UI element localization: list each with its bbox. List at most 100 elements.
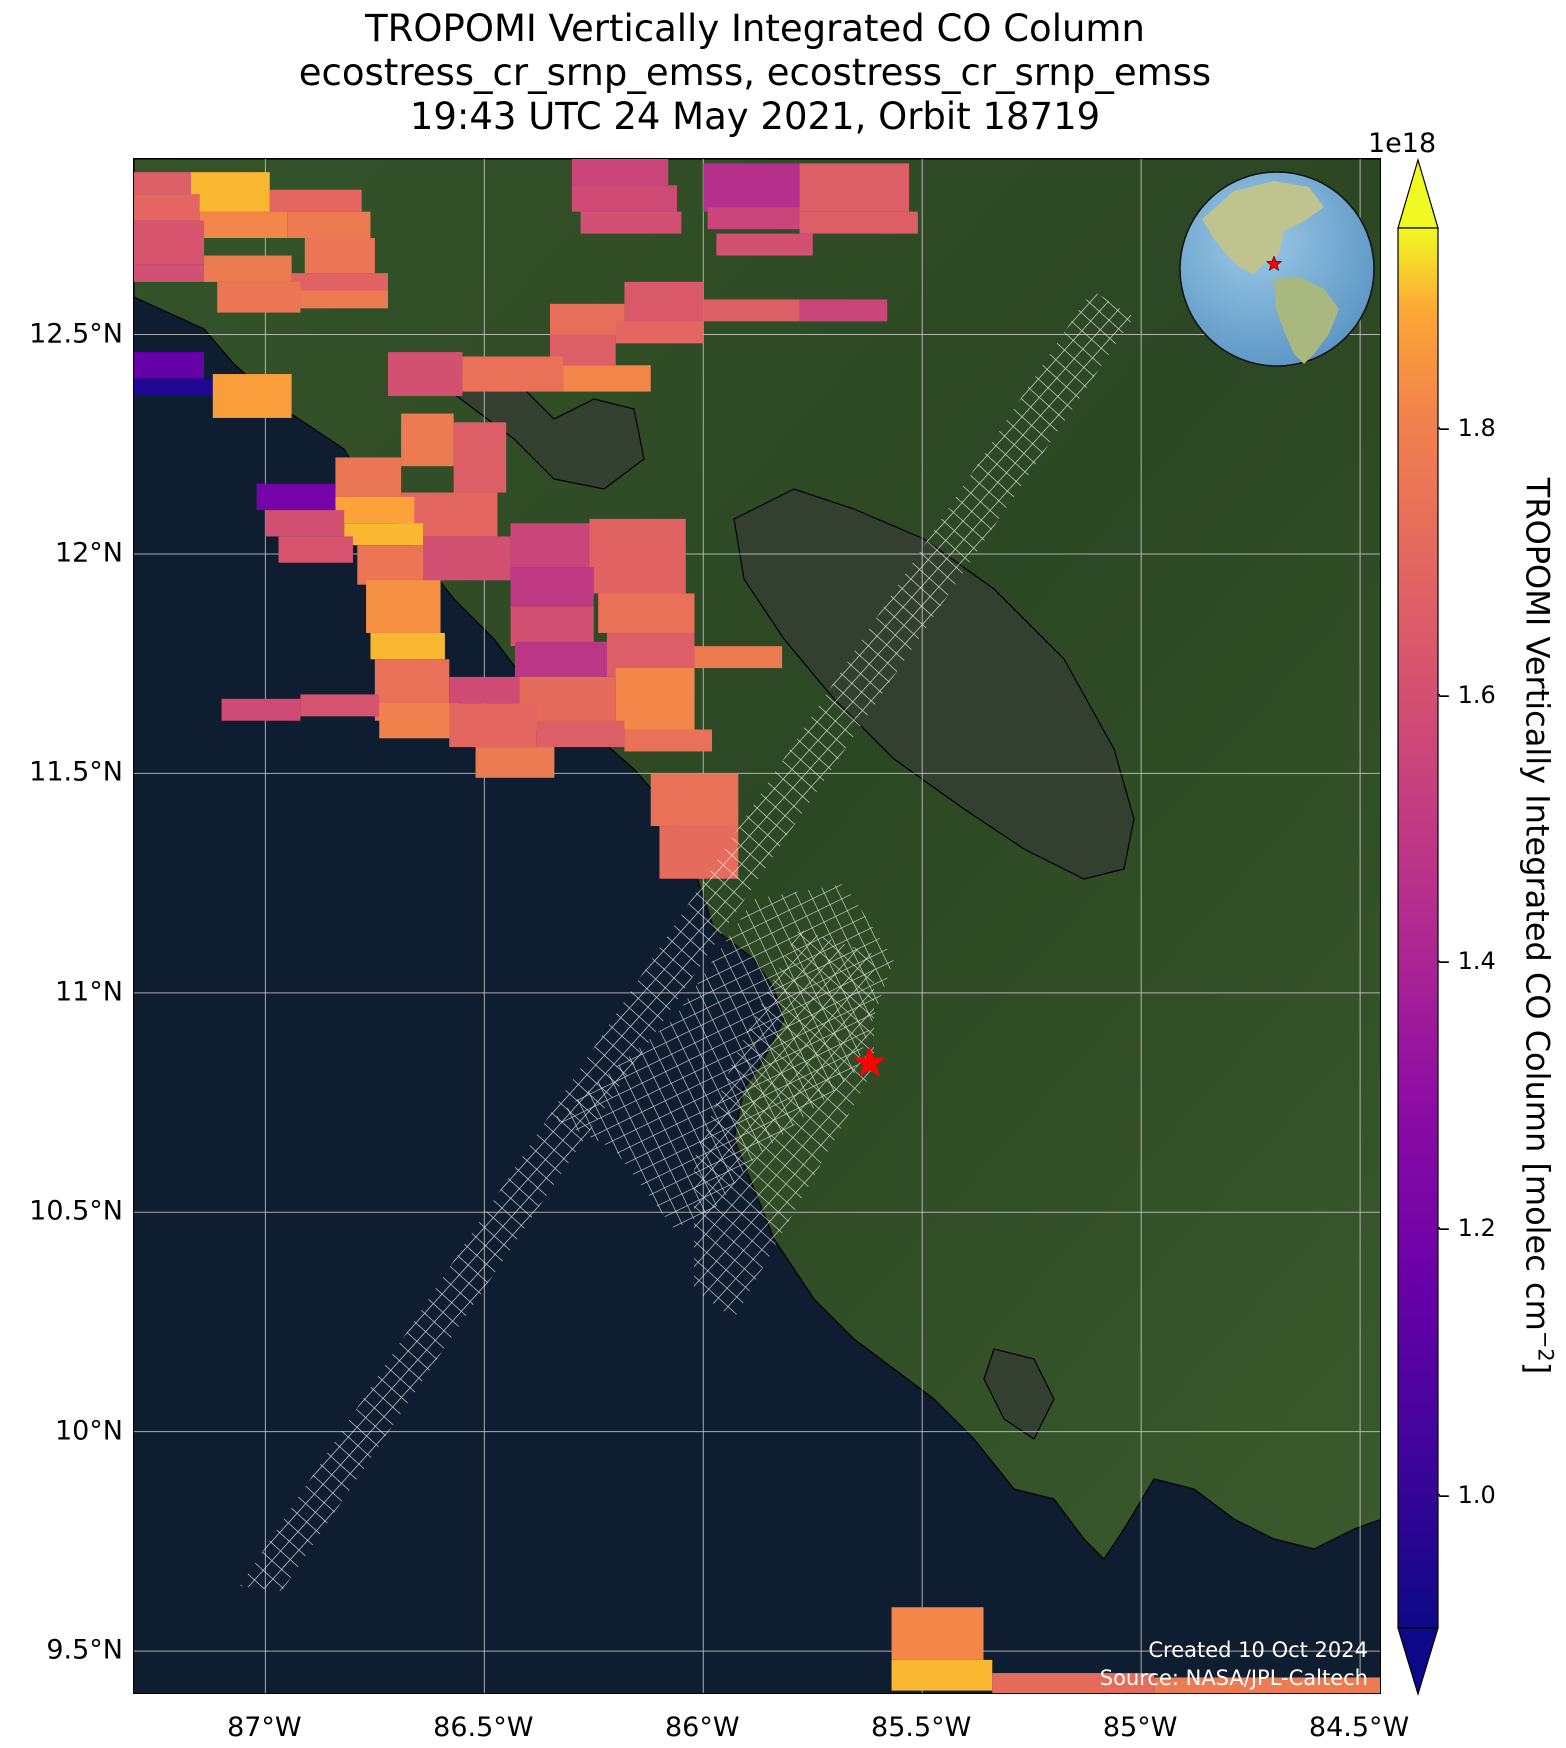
colorbar-scale-note: 1e18 xyxy=(1368,128,1437,159)
co-pixel xyxy=(134,194,200,221)
y-tick-label: 11°N xyxy=(54,976,123,1008)
co-pixel xyxy=(134,220,205,265)
co-pixel xyxy=(514,641,607,677)
x-tick-label: 86°W xyxy=(664,1712,740,1743)
co-pixel xyxy=(387,352,463,396)
target-star-icon xyxy=(853,1046,886,1077)
colorbar-tick-label: – 1.0 xyxy=(1438,1480,1496,1509)
co-pixel xyxy=(134,264,213,282)
co-pixel xyxy=(799,299,888,322)
co-pixel xyxy=(217,281,301,313)
co-pixel xyxy=(300,694,380,717)
y-tick-label: 11.5°N xyxy=(29,756,123,788)
co-pixel xyxy=(278,536,353,563)
co-pixel xyxy=(716,233,813,256)
credit-created: Created 10 Oct 2024 xyxy=(1148,1638,1368,1662)
gulf-nicoya xyxy=(983,1348,1055,1440)
co-pixel xyxy=(615,321,704,344)
co-pixel xyxy=(475,747,555,778)
co-pixel xyxy=(212,374,292,418)
colorbar-tick-label: – 1.4 xyxy=(1438,947,1496,976)
y-tick-label: 12.5°N xyxy=(29,318,123,350)
co-pixel xyxy=(462,356,564,392)
x-tick-label: 85°W xyxy=(1102,1712,1178,1743)
co-pixel xyxy=(269,189,362,212)
map-canvas: Created 10 Oct 2024 Source: NASA/JPL-Cal… xyxy=(134,159,1380,1693)
co-pixel xyxy=(799,211,918,234)
credit-source: Source: NASA/JPL-Caltech xyxy=(1100,1666,1368,1690)
colorbar-tick-label: – 1.6 xyxy=(1438,680,1496,709)
co-pixel xyxy=(891,1659,993,1691)
co-pixel xyxy=(510,606,594,647)
co-pixel xyxy=(799,163,910,212)
y-tick-label: 10.5°N xyxy=(29,1195,123,1227)
x-tick-label: 84.5°W xyxy=(1308,1712,1410,1743)
colorbar-extend-min xyxy=(1397,1627,1439,1697)
co-pixel xyxy=(449,676,520,704)
co-pixel xyxy=(510,523,590,568)
colorbar-tick-label: – 1.8 xyxy=(1438,414,1496,442)
co-pixel xyxy=(615,668,695,730)
co-pixel xyxy=(423,536,511,581)
co-pixel xyxy=(580,211,682,234)
y-tick-label: 12°N xyxy=(54,537,123,569)
co-pixel xyxy=(300,290,388,309)
co-pixel xyxy=(550,303,625,335)
globe-south-america xyxy=(1274,277,1339,364)
colorbar-gradient xyxy=(1397,227,1439,1629)
colorbar-extend-max xyxy=(1397,158,1439,229)
ecostress-swath-1 xyxy=(240,290,1134,1591)
globe-star-icon xyxy=(1265,255,1283,272)
co-pixel xyxy=(335,457,402,497)
co-pixel xyxy=(304,237,375,274)
co-pixel xyxy=(366,580,441,633)
lake-nicaragua xyxy=(733,488,1135,880)
co-pixel xyxy=(536,720,625,748)
co-pixel xyxy=(707,207,804,230)
ecostress-swath-3 xyxy=(694,929,874,1319)
title-line-3: 19:43 UTC 24 May 2021, Orbit 18719 xyxy=(409,95,1101,138)
co-pixel xyxy=(563,365,651,392)
co-pixel xyxy=(204,255,292,282)
co-pixel xyxy=(703,163,800,212)
co-pixel xyxy=(571,185,677,212)
co-pixel xyxy=(703,299,800,322)
globe-north-america xyxy=(1202,181,1324,274)
co-pixel xyxy=(624,729,713,752)
co-pixel xyxy=(571,159,669,186)
colorbar-label: TROPOMI Vertically Integrated CO Column … xyxy=(1519,478,1558,1374)
co-pixel-layer xyxy=(134,159,1380,1693)
co-pixel xyxy=(992,1673,1155,1693)
co-pixel xyxy=(256,483,336,511)
co-pixel xyxy=(1154,1677,1380,1693)
co-pixel xyxy=(134,352,205,379)
co-pixel xyxy=(335,496,415,524)
co-pixel xyxy=(510,567,594,607)
colorbar-label-sup: −2 xyxy=(1533,1330,1558,1362)
co-pixel xyxy=(598,593,695,633)
co-pixel xyxy=(199,211,288,238)
title-line-1: TROPOMI Vertically Integrated CO Column xyxy=(365,7,1145,50)
co-pixel xyxy=(624,281,704,326)
co-pixel xyxy=(134,378,213,396)
map-panel[interactable]: Created 10 Oct 2024 Source: NASA/JPL-Cal… xyxy=(133,158,1381,1694)
x-tick-label: 85.5°W xyxy=(871,1712,972,1743)
inset-globe xyxy=(1179,171,1375,367)
co-pixel xyxy=(694,646,783,669)
x-tick-label: 86.5°W xyxy=(433,1712,534,1743)
co-pixel xyxy=(453,422,507,493)
co-pixel xyxy=(401,413,454,467)
co-pixel xyxy=(265,510,345,537)
y-tick-label: 9.5°N xyxy=(46,1634,123,1666)
marker-layer xyxy=(853,1046,886,1077)
co-pixel xyxy=(344,523,424,546)
co-pixel xyxy=(134,172,191,195)
co-pixel xyxy=(190,172,270,212)
co-pixel xyxy=(589,518,686,594)
colorbar-label-text: TROPOMI Vertically Integrated CO Column … xyxy=(1518,477,1557,1331)
colorbar-tick-label: – 1.2 xyxy=(1438,1214,1496,1242)
colorbar xyxy=(1397,158,1440,1697)
co-pixel xyxy=(370,632,445,660)
co-pixel xyxy=(287,211,371,238)
co-pixel xyxy=(221,698,301,721)
